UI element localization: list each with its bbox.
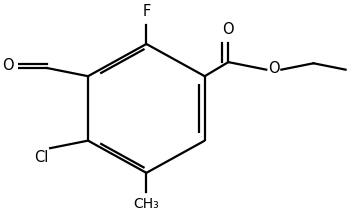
Text: CH₃: CH₃ bbox=[134, 197, 159, 211]
Text: O: O bbox=[268, 61, 280, 76]
Text: Cl: Cl bbox=[34, 150, 48, 165]
Text: O: O bbox=[2, 58, 14, 74]
Text: F: F bbox=[142, 4, 150, 19]
Text: O: O bbox=[223, 22, 234, 37]
